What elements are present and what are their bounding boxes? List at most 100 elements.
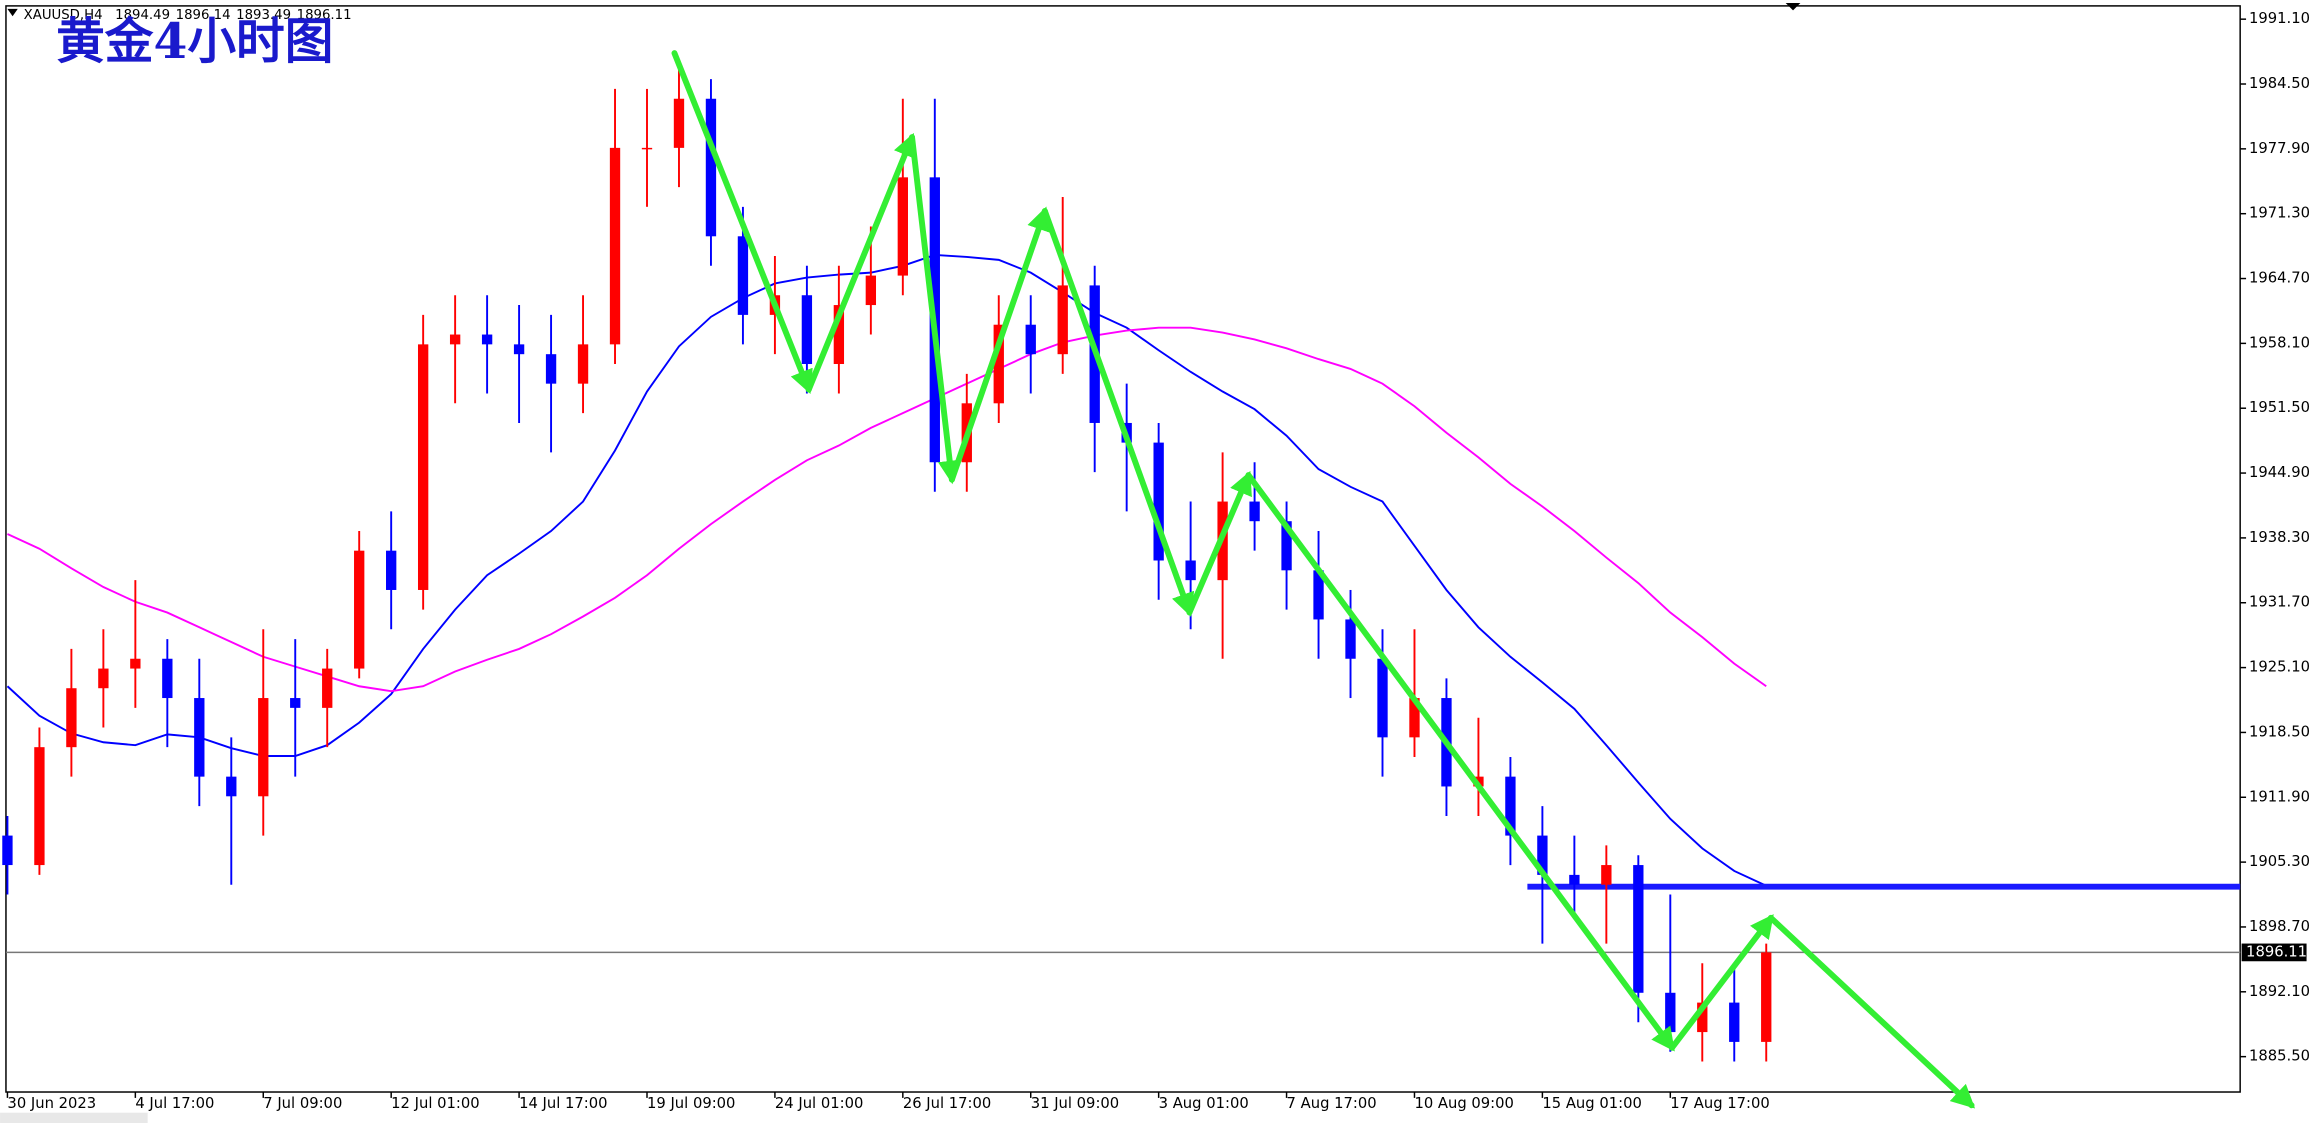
- candle-body: [833, 305, 845, 365]
- y-tick-label: 1911.90: [2249, 788, 2310, 805]
- y-tick-label: 1892.10: [2249, 983, 2310, 1000]
- y-tick-label: 1905.30: [2249, 853, 2310, 870]
- x-tick-label: 30 Jun 2023: [7, 1095, 96, 1112]
- candle-body: [1249, 501, 1260, 522]
- x-tick-label: 15 Aug 01:00: [1542, 1095, 1641, 1112]
- x-tick-label: 26 Jul 17:00: [903, 1095, 991, 1112]
- scrollbar[interactable]: [0, 1112, 148, 1123]
- candle-body: [513, 344, 525, 355]
- candle-body: [1729, 1002, 1740, 1042]
- symbol: XAUUSD,H4: [24, 8, 103, 23]
- ohlc-header: 1894.49 1896.14 1893.49 1896.11: [115, 8, 351, 23]
- y-tick-label: 1951.50: [2249, 399, 2310, 416]
- candle-body: [1697, 1002, 1708, 1033]
- arrow: [1245, 472, 1675, 1052]
- candle-body: [577, 344, 589, 384]
- arrow: [948, 206, 1050, 483]
- candle-body: [1025, 324, 1036, 355]
- candle-body: [290, 698, 301, 708]
- x-tick-label: 12 Jul 01:00: [391, 1095, 479, 1112]
- candle-body: [98, 668, 109, 689]
- x-tick-label: 10 Aug 09:00: [1414, 1095, 1513, 1112]
- y-tick-label: 1964.70: [2249, 270, 2310, 287]
- candle-body: [641, 147, 653, 150]
- candle-body: [1601, 865, 1612, 885]
- candle-body: [673, 98, 685, 148]
- candle-body: [737, 236, 749, 315]
- candle-body: [1345, 619, 1356, 659]
- y-tick-label: 1898.70: [2249, 918, 2310, 935]
- arrow: [1041, 208, 1195, 617]
- candle-body: [194, 698, 205, 777]
- candle-body: [481, 334, 493, 345]
- plot-frame: [5, 5, 2241, 1093]
- candle-body: [801, 295, 813, 365]
- candle-body: [1377, 658, 1388, 738]
- candle-body: [2, 835, 13, 866]
- candle-body: [162, 658, 173, 699]
- x-tick-label: 4 Jul 17:00: [135, 1095, 214, 1112]
- candle-body: [545, 354, 557, 384]
- candle-body: [34, 747, 45, 866]
- candle-body: [1505, 776, 1516, 836]
- x-tick-label: 31 Jul 09:00: [1031, 1095, 1119, 1112]
- y-tick-label: 1958.10: [2249, 334, 2310, 351]
- y-tick-label: 1977.90: [2249, 140, 2310, 157]
- candle-body: [1281, 521, 1292, 571]
- y-tick-label: 1984.50: [2249, 75, 2310, 92]
- y-tick-label: 1931.70: [2249, 594, 2310, 611]
- y-tick-label: 1918.50: [2249, 723, 2310, 740]
- arrow: [1186, 470, 1252, 616]
- arrow: [1669, 914, 1774, 1051]
- candle-body: [226, 776, 237, 797]
- candle-body: [865, 275, 877, 306]
- x-tick-label: 17 Aug 17:00: [1670, 1095, 1769, 1112]
- candle-body: [1537, 835, 1548, 875]
- candle-body: [1153, 442, 1164, 561]
- menu-icon[interactable]: [7, 8, 18, 17]
- x-tick-label: 24 Jul 01:00: [775, 1095, 863, 1112]
- arrow: [805, 132, 916, 393]
- y-tick-label: 1938.30: [2249, 529, 2310, 546]
- last-price-label: 1896.11: [2246, 943, 2307, 960]
- candle-body: [609, 147, 621, 345]
- arrow: [909, 134, 962, 485]
- ohlc-value: 1896.14: [176, 8, 231, 23]
- candle-body: [1409, 698, 1420, 738]
- arrow: [1767, 914, 1976, 1109]
- candle-body: [354, 550, 365, 669]
- x-tick-label: 7 Jul 09:00: [263, 1095, 342, 1112]
- ohlc-value: 1894.49: [115, 8, 170, 23]
- y-tick-label: 1944.90: [2249, 464, 2310, 481]
- x-tick-label: 14 Jul 17:00: [519, 1095, 607, 1112]
- candle-body: [1185, 560, 1196, 581]
- last-price-box: [2241, 943, 2307, 962]
- candle-body: [705, 98, 717, 237]
- candle-body: [1761, 952, 1772, 1042]
- candle-body: [1057, 285, 1068, 355]
- y-tick-label: 1991.10: [2249, 10, 2310, 27]
- shift-marker: [1785, 2, 1801, 11]
- candle-body: [897, 177, 908, 276]
- chart-title: 黄金4小时图: [56, 13, 333, 70]
- candle-body: [449, 334, 461, 345]
- arrow: [671, 50, 813, 394]
- y-tick-label: 1971.30: [2249, 205, 2310, 222]
- candle-body: [130, 658, 141, 669]
- ohlc-value: 1893.49: [236, 8, 291, 23]
- moving-average: [7, 326, 1767, 693]
- candle-body: [386, 550, 397, 590]
- y-tick-label: 1925.10: [2249, 659, 2310, 676]
- trend-arrows: [671, 50, 1976, 1109]
- candle-body: [1633, 865, 1644, 993]
- x-tick-label: 3 Aug 01:00: [1159, 1095, 1249, 1112]
- candle-body: [322, 668, 333, 708]
- candle-body: [1313, 570, 1324, 620]
- y-tick-label: 1885.50: [2249, 1048, 2310, 1065]
- x-tick-label: 7 Aug 17:00: [1287, 1095, 1377, 1112]
- candle-body: [1665, 992, 1676, 1033]
- candle-body: [993, 324, 1004, 404]
- x-tick-label: 19 Jul 09:00: [647, 1095, 735, 1112]
